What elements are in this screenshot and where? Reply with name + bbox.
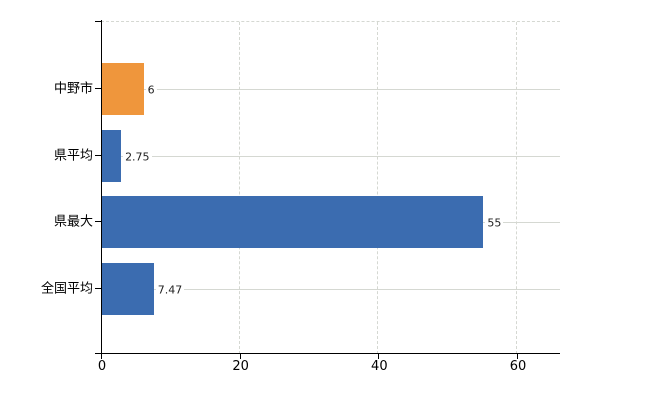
bar (102, 63, 144, 115)
vertical-gridline (238, 22, 240, 354)
x-axis-tick-label: 60 (509, 359, 527, 374)
y-axis-top-tick (95, 21, 101, 22)
x-axis-tick-label: 0 (97, 359, 107, 374)
vertical-gridline (377, 22, 379, 354)
x-axis-line (95, 353, 560, 354)
category-label: 中野市 (53, 81, 93, 97)
bar-value-label: 7.47 (155, 283, 185, 297)
x-axis-tick (378, 353, 380, 359)
x-axis-tick-label: 20 (232, 359, 249, 374)
category-label: 県平均 (53, 148, 93, 164)
vertical-gridline (516, 22, 517, 354)
y-axis-tick (95, 154, 101, 156)
category-gridline (101, 289, 560, 290)
bar (102, 129, 122, 182)
bar-value-label: 2.75 (123, 150, 152, 164)
y-axis-tick (95, 221, 101, 223)
category-gridline (101, 155, 560, 157)
y-axis-line (101, 20, 102, 353)
bar (102, 263, 154, 315)
bar (102, 196, 484, 249)
x-axis-tick (239, 353, 241, 359)
x-axis-tick (101, 353, 102, 359)
x-axis-tick (517, 353, 518, 359)
y-axis-tick (95, 288, 101, 289)
x-axis-tick-label: 40 (371, 359, 388, 374)
bar-value-label: 55 (485, 216, 504, 230)
category-label: 県最大 (53, 214, 93, 230)
category-label: 全国平均 (40, 281, 93, 297)
plot-area: 6 2.75 55 7.47 (101, 21, 560, 354)
y-axis-tick (95, 88, 101, 89)
category-gridline (101, 89, 560, 90)
bar-value-label: 6 (145, 83, 157, 97)
